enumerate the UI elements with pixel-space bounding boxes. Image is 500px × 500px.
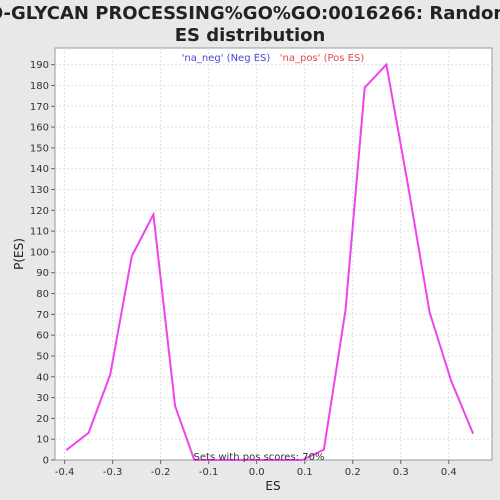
data-point bbox=[363, 86, 366, 89]
x-tick-label: 0.1 bbox=[297, 467, 313, 478]
y-tick-label: 40 bbox=[36, 372, 49, 383]
x-tick-label: -0.1 bbox=[199, 467, 219, 478]
data-point bbox=[279, 459, 282, 461]
data-point bbox=[428, 311, 431, 314]
y-tick-label: 100 bbox=[30, 247, 49, 258]
legend-pos: 'na_pos' (Pos ES) bbox=[280, 53, 365, 64]
series-line bbox=[66, 62, 474, 461]
y-axis-ticks: 0 10 20 30 40 50 60 70 80 90 100 110 120 130 140 150 160… bbox=[30, 60, 55, 467]
data-point bbox=[152, 213, 155, 216]
data-point bbox=[231, 459, 234, 461]
x-tick-label: -0.4 bbox=[55, 467, 75, 478]
pos-scores-annotation: Sets with pos scores: 70% bbox=[194, 452, 325, 463]
y-tick-label: 20 bbox=[36, 414, 49, 425]
y-axis-label: P(ES) bbox=[12, 238, 26, 270]
y-tick-label: 150 bbox=[30, 143, 49, 154]
y-tick-label: 10 bbox=[36, 435, 49, 446]
data-point bbox=[87, 431, 90, 434]
legend-neg: 'na_neg' (Neg ES) bbox=[182, 53, 271, 64]
data-point bbox=[255, 459, 258, 461]
y-tick-label: 0 bbox=[43, 456, 49, 467]
data-point bbox=[130, 255, 133, 258]
x-tick-label: -0.3 bbox=[103, 467, 123, 478]
data-point bbox=[212, 459, 215, 461]
y-tick-label: 170 bbox=[30, 102, 49, 113]
x-tick-label: 0.4 bbox=[441, 467, 457, 478]
y-tick-label: 120 bbox=[30, 206, 49, 217]
data-point bbox=[66, 448, 69, 451]
data-point bbox=[406, 184, 409, 187]
data-point bbox=[385, 63, 388, 66]
data-point bbox=[344, 309, 347, 312]
y-tick-label: 140 bbox=[30, 164, 49, 175]
data-point bbox=[450, 379, 453, 382]
x-tick-label: 0.3 bbox=[393, 467, 409, 478]
x-tick-label: -0.2 bbox=[151, 467, 171, 478]
y-tick-label: 160 bbox=[30, 123, 49, 134]
y-tick-label: 60 bbox=[36, 331, 49, 342]
plot-area bbox=[54, 47, 493, 461]
x-tick-label: 0.0 bbox=[249, 467, 265, 478]
data-point bbox=[301, 459, 304, 461]
chart-title-line1: O-GLYCAN PROCESSING%GO%GO:0016266: Rando… bbox=[0, 3, 500, 24]
y-tick-label: 50 bbox=[36, 351, 49, 362]
y-tick-label: 110 bbox=[30, 227, 49, 238]
data-point bbox=[174, 404, 177, 407]
grid bbox=[55, 48, 492, 460]
data-point bbox=[471, 431, 474, 434]
y-tick-label: 190 bbox=[30, 60, 49, 71]
series-points bbox=[66, 63, 474, 461]
y-tick-label: 70 bbox=[36, 310, 49, 321]
data-point bbox=[193, 459, 196, 461]
y-tick-label: 180 bbox=[30, 81, 49, 92]
chart-title-line2: ES distribution bbox=[175, 25, 326, 46]
x-tick-label: 0.2 bbox=[345, 467, 361, 478]
data-point bbox=[322, 448, 325, 451]
y-tick-label: 80 bbox=[36, 289, 49, 300]
data-point bbox=[109, 373, 112, 376]
x-axis-label: ES bbox=[265, 479, 280, 493]
y-tick-label: 90 bbox=[36, 268, 49, 279]
y-tick-label: 130 bbox=[30, 185, 49, 196]
y-tick-label: 30 bbox=[36, 393, 49, 404]
